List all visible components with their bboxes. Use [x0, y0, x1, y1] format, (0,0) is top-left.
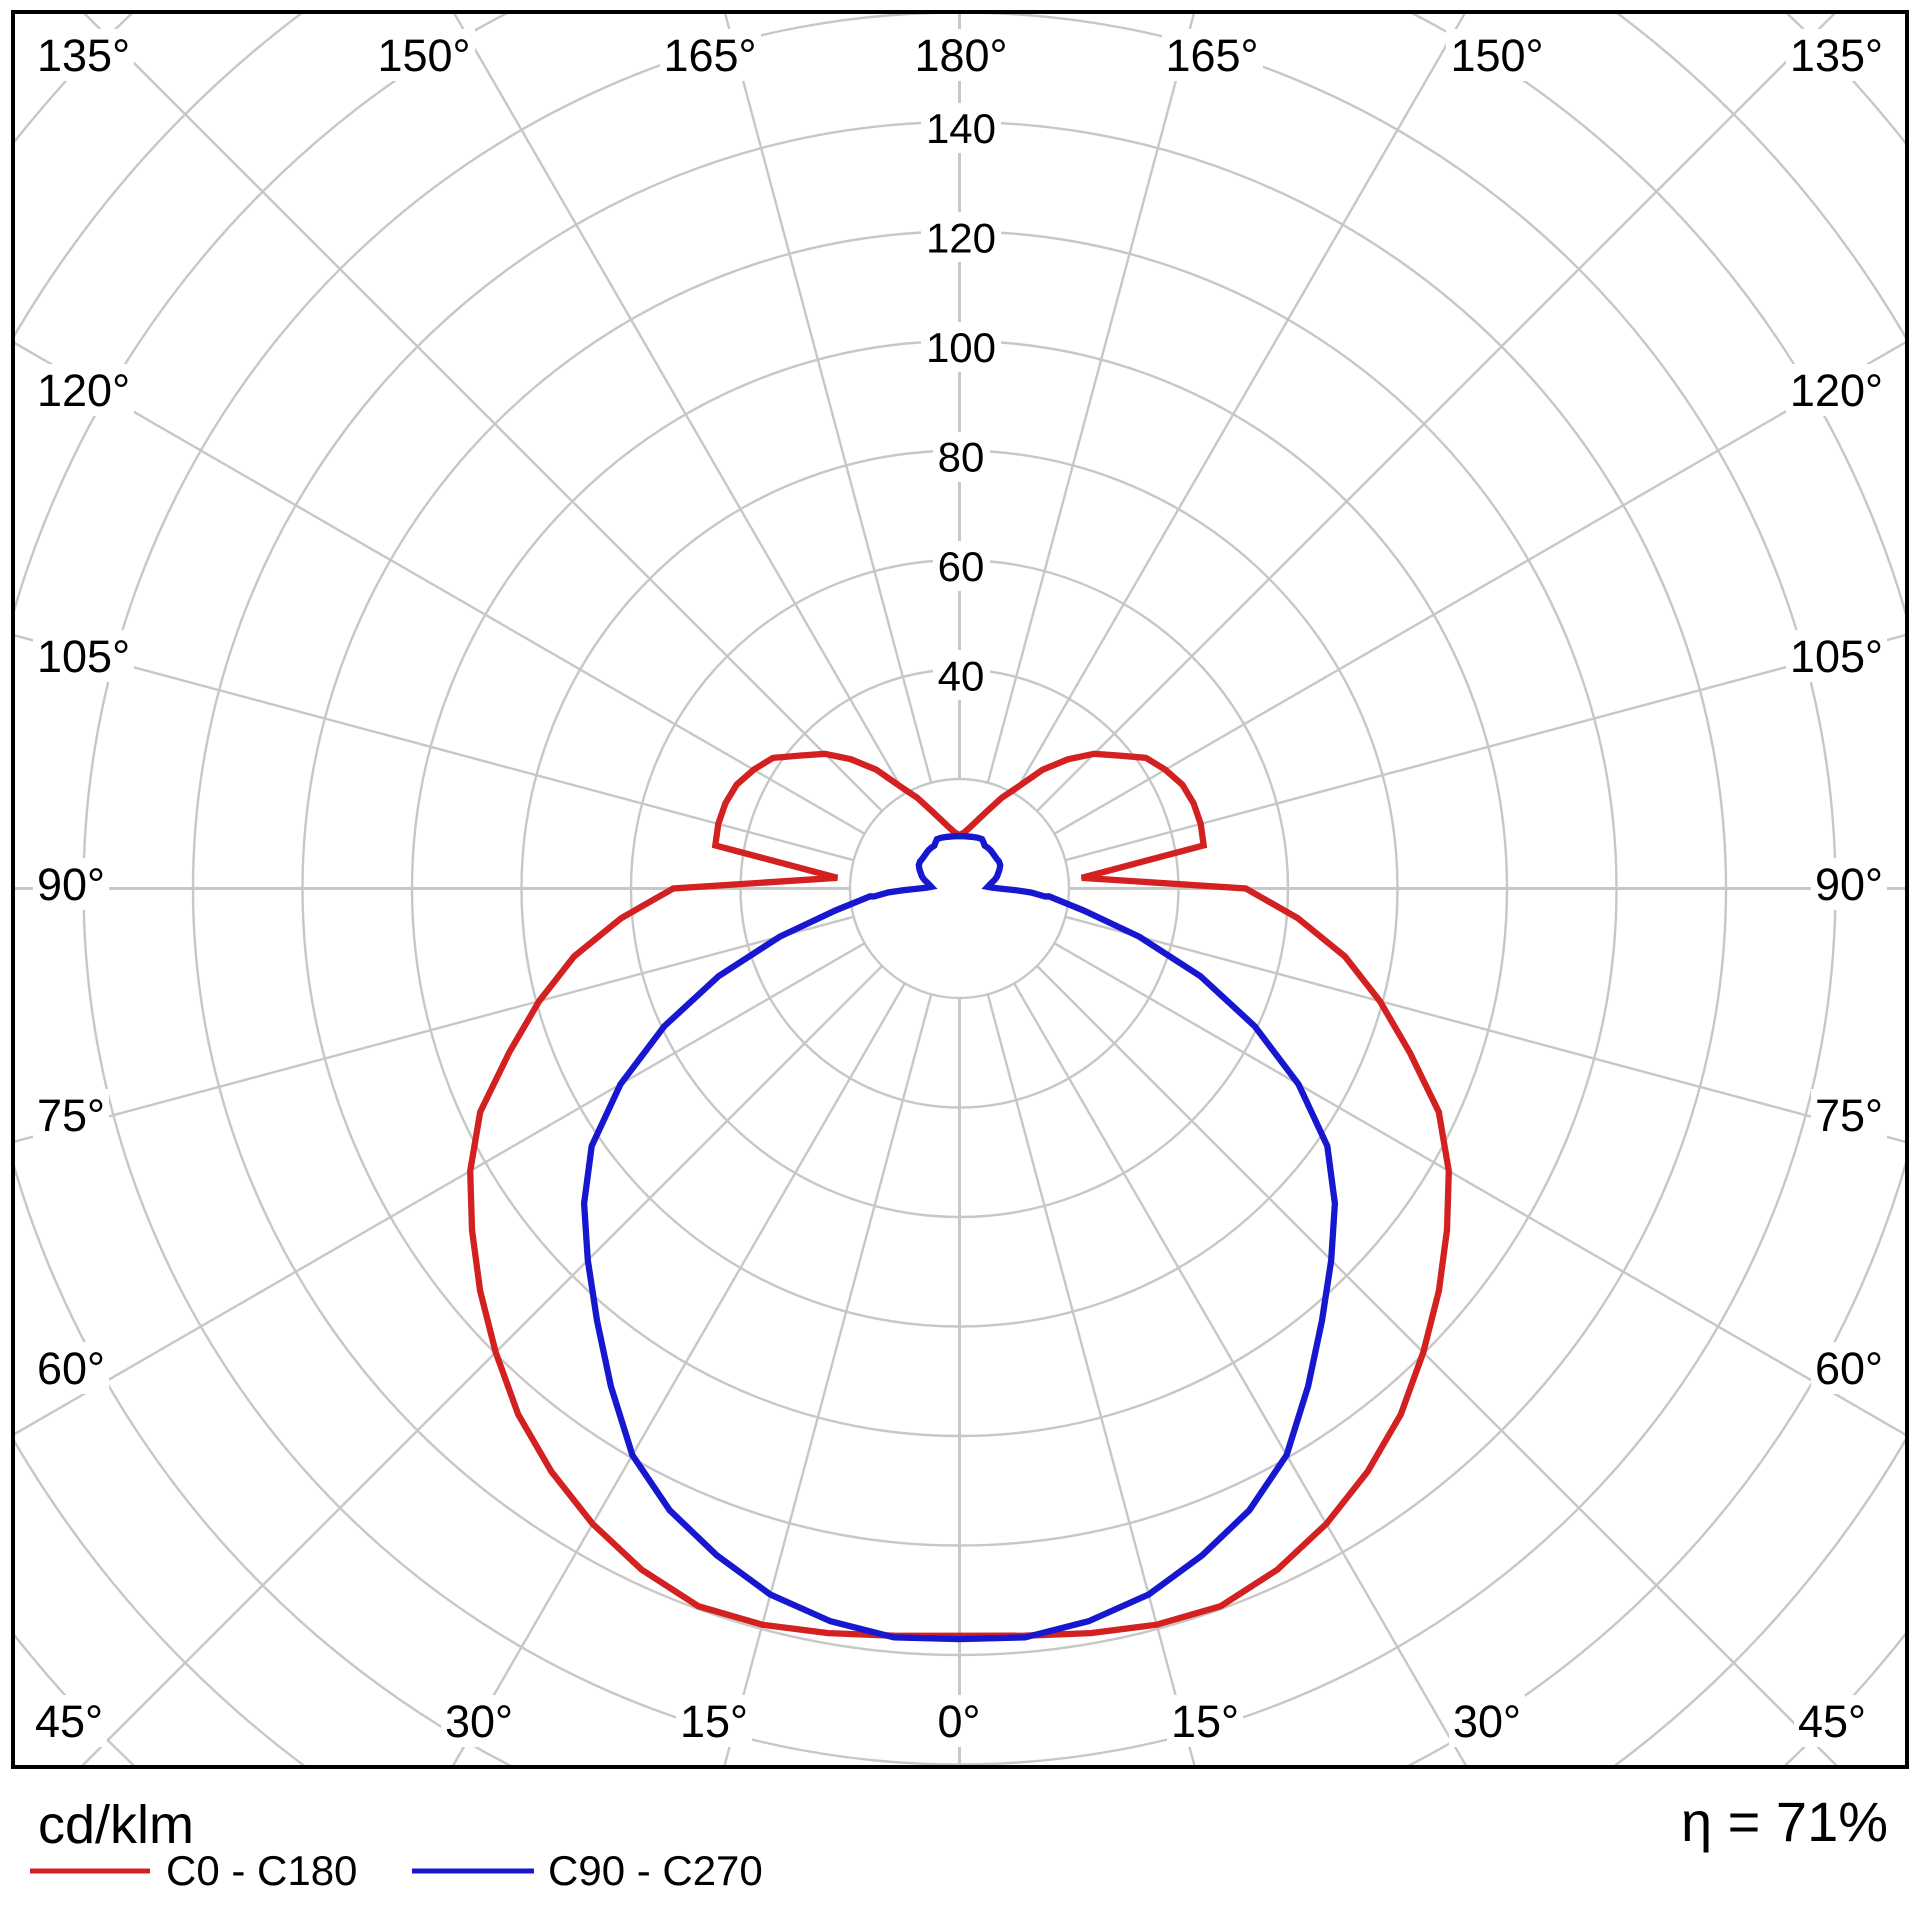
svg-text:cd/klm: cd/klm	[38, 1795, 194, 1855]
svg-text:105°: 105°	[37, 631, 130, 682]
svg-text:30°: 30°	[1453, 1696, 1521, 1747]
svg-text:15°: 15°	[680, 1696, 748, 1747]
svg-text:η = 71%: η = 71%	[1681, 1790, 1888, 1853]
svg-text:140: 140	[926, 105, 996, 152]
svg-text:135°: 135°	[1790, 30, 1883, 81]
svg-text:120°: 120°	[1790, 365, 1883, 416]
svg-text:60: 60	[938, 543, 985, 590]
svg-text:90°: 90°	[37, 859, 105, 910]
svg-text:150°: 150°	[377, 30, 470, 81]
svg-text:15°: 15°	[1171, 1696, 1239, 1747]
svg-text:105°: 105°	[1790, 631, 1883, 682]
svg-text:40: 40	[938, 653, 985, 700]
svg-text:45°: 45°	[35, 1696, 103, 1747]
svg-text:90°: 90°	[1815, 859, 1883, 910]
svg-text:135°: 135°	[37, 30, 130, 81]
svg-text:C90 - C270: C90 - C270	[548, 1847, 763, 1894]
svg-text:100: 100	[926, 324, 996, 371]
svg-text:60°: 60°	[1815, 1343, 1883, 1394]
svg-text:C0 - C180: C0 - C180	[166, 1847, 357, 1894]
svg-text:80: 80	[938, 434, 985, 481]
svg-text:60°: 60°	[37, 1343, 105, 1394]
svg-text:30°: 30°	[445, 1696, 513, 1747]
svg-text:150°: 150°	[1450, 30, 1543, 81]
svg-text:165°: 165°	[663, 30, 756, 81]
svg-text:45°: 45°	[1798, 1696, 1866, 1747]
svg-text:75°: 75°	[1815, 1090, 1883, 1141]
svg-text:165°: 165°	[1165, 30, 1258, 81]
svg-text:75°: 75°	[37, 1090, 105, 1141]
svg-text:0°: 0°	[937, 1696, 980, 1747]
svg-text:120°: 120°	[37, 365, 130, 416]
svg-text:120: 120	[926, 215, 996, 262]
svg-text:180°: 180°	[914, 30, 1007, 81]
